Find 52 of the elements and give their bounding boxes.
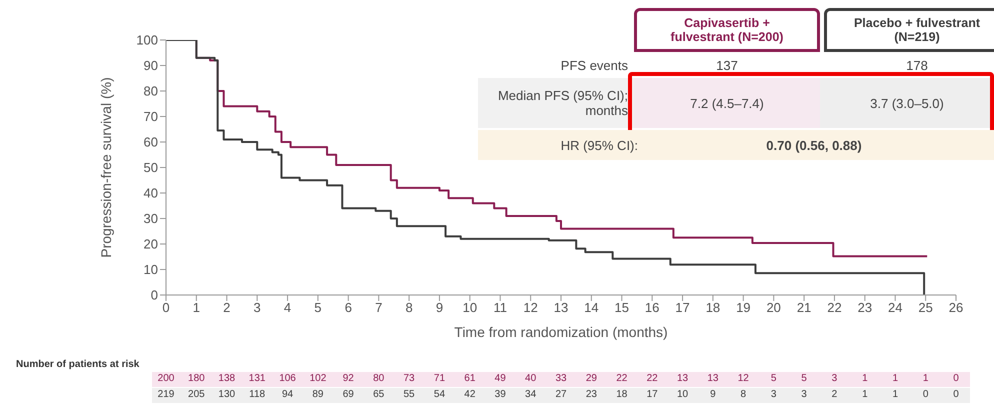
- x-tick-label: 23: [858, 300, 872, 316]
- y-tick-label: 60: [144, 134, 158, 150]
- x-tick-label: 21: [796, 300, 812, 316]
- y-tick-label: 50: [144, 160, 158, 176]
- annotation: 3.7 (3.0–5.0): [820, 78, 994, 128]
- annotation: 7.2 (4.5–7.4): [634, 78, 820, 128]
- y-tick-label: 80: [144, 84, 158, 99]
- annotation: 178: [905, 56, 929, 74]
- annotation: Median PFS (95% CI); months: [496, 87, 628, 120]
- x-tick-label: 9: [436, 300, 444, 316]
- x-tick-label: 6: [344, 300, 352, 316]
- x-tick-label: 15: [614, 300, 630, 316]
- annotation: PFS events: [560, 56, 628, 74]
- x-tick-label: 22: [827, 300, 842, 316]
- x-tick-label: 10: [462, 300, 478, 316]
- annotation: HR (95% CI):: [560, 136, 638, 155]
- y-tick-label: 10: [144, 262, 158, 278]
- x-tick-label: 25: [918, 300, 933, 316]
- x-tick-label: 18: [706, 300, 720, 316]
- y-tick-label: 0: [150, 288, 158, 303]
- y-tick-label: 40: [144, 186, 158, 201]
- x-tick-label: 2: [223, 300, 230, 316]
- annotation: 137: [715, 56, 739, 74]
- y-tick-label: 70: [144, 109, 158, 124]
- y-tick-label: 100: [136, 32, 158, 48]
- x-tick-label: 7: [375, 300, 382, 316]
- x-tick-label: 17: [675, 300, 690, 316]
- y-axis-title: Progression-free survival (%): [98, 77, 114, 258]
- y-tick-label: 30: [144, 211, 158, 226]
- x-tick-label: 26: [948, 300, 964, 316]
- text: Number of patients at risk: [16, 359, 140, 370]
- x-tick-label: 13: [554, 300, 568, 316]
- x-tick-label: 19: [736, 300, 751, 316]
- x-tick-label: 12: [523, 300, 538, 316]
- risk-table: 200 180 138 131 106 102 92 80 73 71 61 49 40 33 29 22 22 13 13 12 5 5 3 1 1 1 0 219 205 130 118 94 89 69 65 55 54 42 39 34 27 23 18 17 10 9 8 3 3 2 1 1 0 0: [152, 372, 970, 404]
- text: Placebo + fulvestrant (N=219): [854, 16, 980, 44]
- y-tick-label: 90: [144, 58, 158, 74]
- x-tick-label: 11: [493, 300, 507, 316]
- x-tick-label: 24: [888, 300, 902, 316]
- x-tick-label: 3: [254, 300, 261, 316]
- text: Capivasertib + fulvestrant (N=200): [670, 16, 784, 44]
- x-tick-label: 5: [314, 300, 322, 316]
- annotation: 0.70 (0.56, 0.88): [766, 138, 862, 152]
- x-tick-label: 14: [584, 300, 599, 316]
- x-tick-label: 20: [766, 300, 781, 316]
- x-tick-label: 16: [644, 300, 660, 316]
- x-axis-title: Time from randomization (months): [454, 324, 668, 340]
- x-tick-label: 8: [405, 300, 413, 316]
- x-tick-label: 1: [192, 300, 200, 316]
- y-tick-label: 20: [144, 236, 158, 252]
- x-tick-label: 0: [162, 300, 170, 316]
- x-tick-label: 4: [284, 300, 292, 316]
